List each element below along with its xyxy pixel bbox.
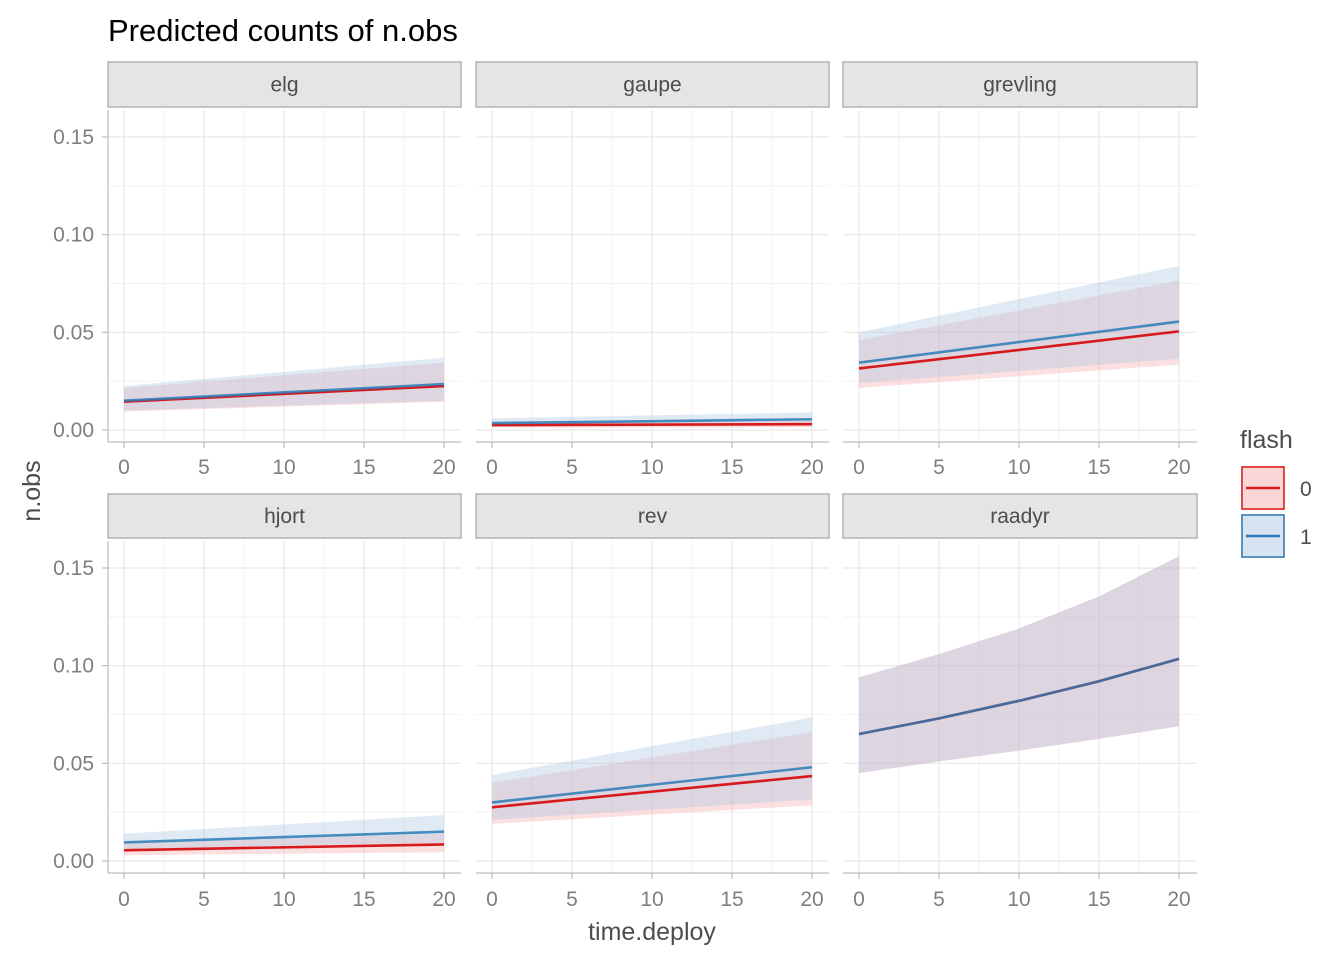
legend-label: 0 bbox=[1300, 478, 1312, 501]
facet-strip bbox=[107, 493, 462, 539]
legend-label: 1 bbox=[1300, 526, 1312, 549]
x-tick-label: 15 bbox=[1087, 888, 1110, 911]
grid bbox=[108, 110, 461, 442]
x-tick-label: 10 bbox=[1007, 456, 1030, 479]
x-tick-label: 15 bbox=[352, 888, 375, 911]
x-tick-label: 5 bbox=[198, 456, 210, 479]
line-flash-1 bbox=[123, 830, 445, 844]
line-flash-1 bbox=[491, 417, 813, 425]
grid bbox=[476, 541, 829, 873]
facet-label: elg bbox=[270, 74, 298, 97]
line-flash-0 bbox=[491, 774, 813, 809]
facet-label: grevling bbox=[983, 74, 1057, 97]
x-tick-label: 0 bbox=[118, 456, 130, 479]
chart-title: Predicted counts of n.obs bbox=[108, 13, 458, 48]
line-flash-1 bbox=[123, 382, 445, 402]
grid bbox=[843, 110, 1197, 442]
x-tick-label: 5 bbox=[566, 888, 578, 911]
facet-strip bbox=[842, 493, 1198, 539]
x-tick-label: 10 bbox=[272, 456, 295, 479]
panel-gaupe: gaupe 0 5 10 15 20 bbox=[475, 61, 830, 479]
x-tick-label: 15 bbox=[1087, 456, 1110, 479]
x-tick-label: 10 bbox=[640, 456, 663, 479]
x-tick-label: 10 bbox=[640, 888, 663, 911]
x-tick-label: 10 bbox=[1007, 888, 1030, 911]
grid bbox=[476, 110, 829, 442]
x-tick-label: 15 bbox=[352, 456, 375, 479]
legend-key-0 bbox=[1241, 466, 1285, 510]
x-tick-label: 20 bbox=[800, 456, 823, 479]
y-tick-label: 0.05 bbox=[53, 752, 94, 775]
line-flash-1 bbox=[858, 320, 1180, 364]
panel-hjort: hjort 0 5 10 15 20 0.00 0.05 0.10 0.15 bbox=[53, 493, 462, 911]
ribbon-flash-1 bbox=[859, 265, 1179, 384]
panel-grevling: grevling 0 5 10 15 20 bbox=[842, 61, 1198, 479]
facet-strip bbox=[842, 61, 1198, 108]
legend-title: flash bbox=[1240, 426, 1293, 454]
line-flash-0 bbox=[858, 330, 1180, 370]
x-tick-label: 5 bbox=[933, 888, 945, 911]
line-flash-0 bbox=[491, 422, 813, 427]
ribbon-flash-0 bbox=[124, 362, 444, 412]
x-axis-title: time.deploy bbox=[588, 918, 716, 946]
facet-strip bbox=[107, 61, 462, 108]
facet-label: raadyr bbox=[990, 505, 1050, 528]
x-tick-label: 0 bbox=[853, 888, 865, 911]
ribbon-flash-0 bbox=[492, 732, 812, 824]
facet-strip bbox=[475, 493, 830, 539]
x-tick-label: 0 bbox=[853, 456, 865, 479]
legend-key-1 bbox=[1241, 514, 1285, 558]
x-tick-label: 20 bbox=[800, 888, 823, 911]
x-tick-label: 20 bbox=[1167, 888, 1190, 911]
x-tick-label: 15 bbox=[720, 456, 743, 479]
y-tick-label: 0.00 bbox=[53, 850, 94, 873]
facet-label: rev bbox=[638, 505, 668, 528]
y-tick-label: 0.15 bbox=[53, 557, 94, 580]
x-tick-label: 5 bbox=[566, 456, 578, 479]
legend: flash 0 1 bbox=[1240, 426, 1312, 558]
x-tick-label: 20 bbox=[432, 888, 455, 911]
line-flash-1 bbox=[858, 657, 1180, 736]
x-tick-label: 5 bbox=[933, 456, 945, 479]
y-tick-label: 0.00 bbox=[53, 419, 94, 442]
panel-elg: elg 0 5 10 15 20 0.00 0.05 0.10 0.15 bbox=[53, 61, 462, 479]
x-tick-label: 20 bbox=[432, 456, 455, 479]
panel-rev: rev 0 5 10 15 20 bbox=[475, 493, 830, 911]
x-tick-label: 10 bbox=[272, 888, 295, 911]
facet-label: hjort bbox=[264, 505, 305, 528]
y-tick-label: 0.15 bbox=[53, 126, 94, 149]
x-tick-label: 0 bbox=[486, 456, 498, 479]
line-flash-0 bbox=[123, 843, 445, 852]
y-tick-label: 0.10 bbox=[53, 224, 94, 247]
panel-raadyr: raadyr 0 5 10 15 20 bbox=[842, 493, 1198, 911]
x-tick-label: 15 bbox=[720, 888, 743, 911]
facet-strip bbox=[475, 61, 830, 108]
grid bbox=[108, 541, 461, 873]
x-tick-label: 20 bbox=[1167, 456, 1190, 479]
y-tick-label: 0.10 bbox=[53, 655, 94, 678]
line-flash-1 bbox=[491, 765, 813, 804]
y-tick-label: 0.05 bbox=[53, 321, 94, 344]
x-tick-label: 0 bbox=[118, 888, 130, 911]
x-tick-label: 5 bbox=[198, 888, 210, 911]
x-tick-label: 0 bbox=[486, 888, 498, 911]
grid bbox=[843, 541, 1197, 873]
y-axis-title: n.obs bbox=[18, 460, 46, 521]
facet-label: gaupe bbox=[623, 74, 681, 97]
panels: elg 0 5 10 15 20 0.00 0.05 0.10 0.15 gaupe 0 5 10 15 20… bbox=[53, 61, 1198, 911]
ribbon-flash-0 bbox=[859, 280, 1179, 389]
